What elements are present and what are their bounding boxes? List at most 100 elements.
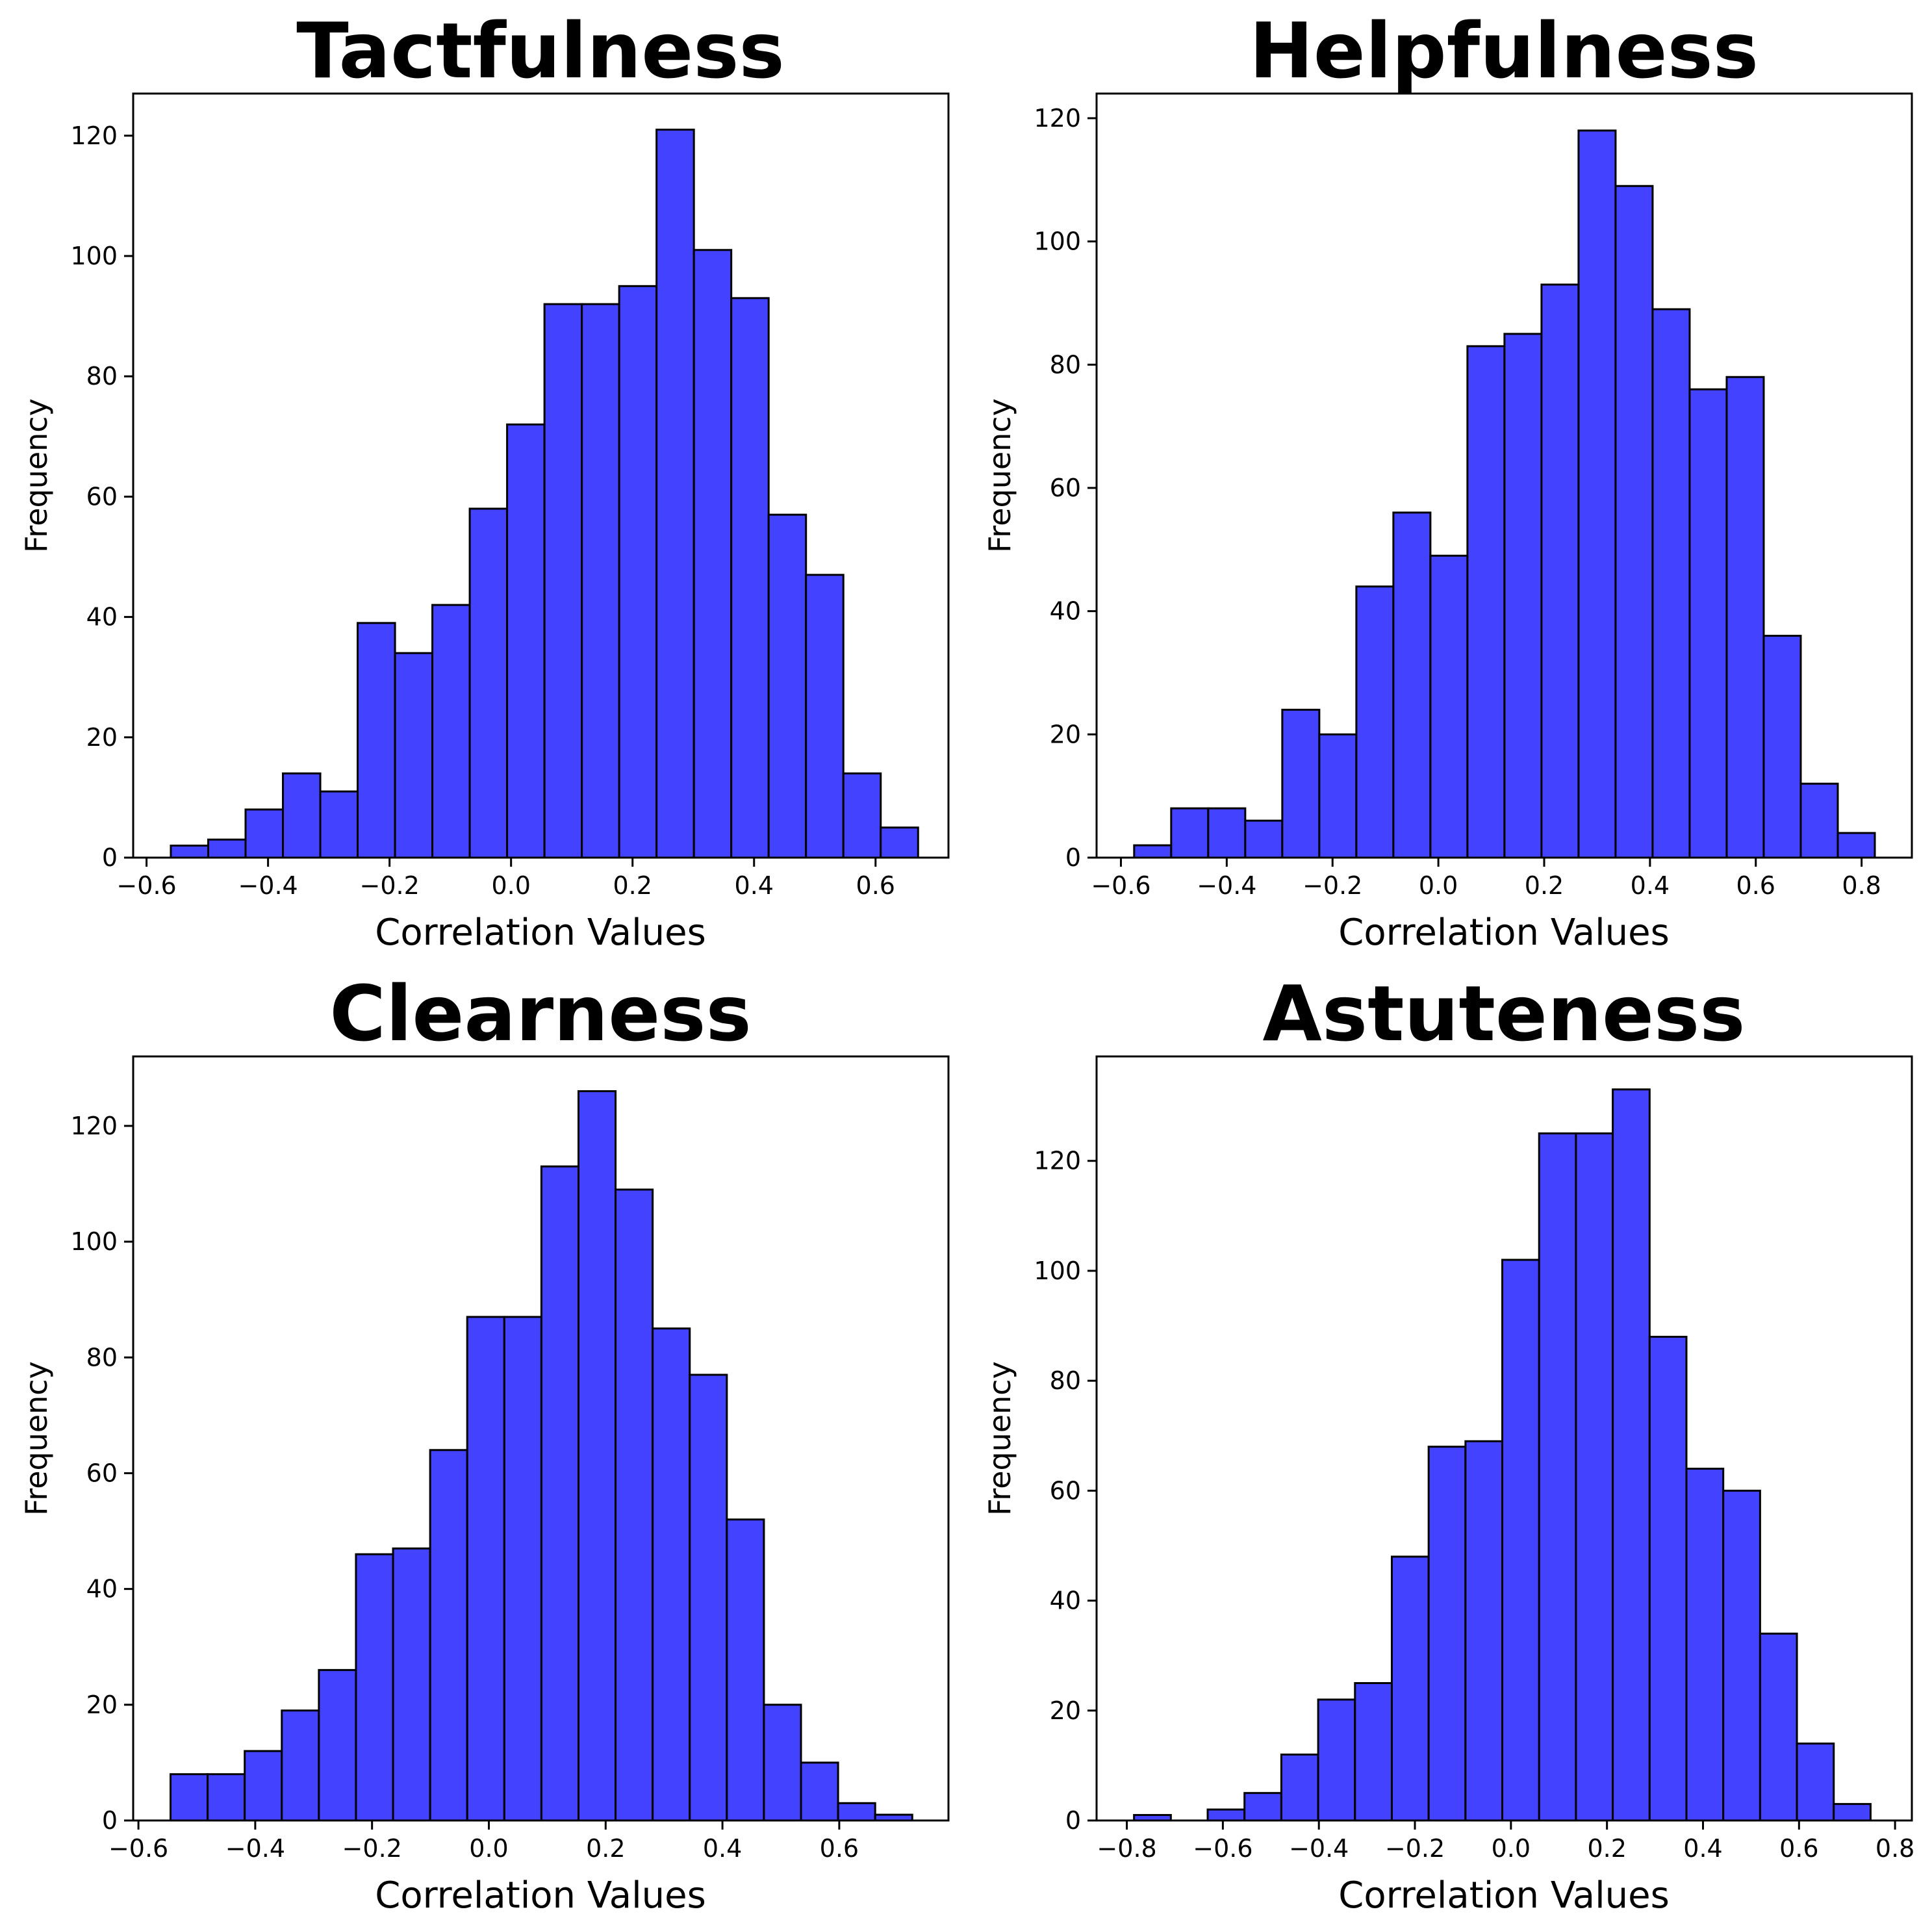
histogram-bar [1281, 708, 1321, 859]
histogram-bar [652, 1327, 691, 1822]
x-axis-label: Correlation Values [375, 1874, 706, 1917]
histogram-bar [1722, 1489, 1761, 1822]
x-tick-label: 0.8 [1875, 1834, 1914, 1863]
x-tick-label: −0.2 [1385, 1834, 1445, 1863]
x-tick-label: −0.8 [1097, 1834, 1156, 1863]
panel-helpfulness: Helpfulness −0.6 −0.4 −0.2 0.0 0.2 0.4 0.6 0.8 … [982, 6, 1913, 954]
histogram-bar [1796, 1743, 1835, 1822]
histogram-bar [1318, 733, 1358, 859]
y-tick-label: 40 [1050, 597, 1081, 626]
y-tick-label: 60 [1050, 474, 1081, 502]
x-tick-label: −0.4 [1289, 1834, 1349, 1863]
y-axis-label: Frequency [982, 398, 1017, 553]
histogram-bar [1354, 1681, 1393, 1822]
histogram-bar [1725, 376, 1765, 859]
histogram-bar [207, 1773, 246, 1822]
plot-area-frame [132, 92, 950, 859]
y-tick-label: 0 [1065, 1806, 1081, 1835]
x-tick-label: 0.2 [1587, 1834, 1626, 1863]
y-tick-label: 80 [86, 362, 118, 390]
histogram-bar [1648, 1335, 1688, 1822]
x-tick-label: 0.6 [856, 871, 895, 900]
histogram-bar [730, 297, 770, 859]
histogram-bar [281, 1709, 320, 1822]
y-tick-label: 80 [1050, 1366, 1081, 1395]
x-tick-label: −0.2 [342, 1834, 402, 1863]
plot-area-frame [1095, 1055, 1913, 1822]
histogram-bar [1317, 1698, 1356, 1822]
x-axis-label: Correlation Values [1338, 1874, 1670, 1917]
x-tick-label: 0.6 [1779, 1834, 1818, 1863]
histogram-bar [880, 826, 919, 859]
histogram-bar [1133, 844, 1173, 859]
histogram-bar [468, 507, 509, 859]
histogram-bar [763, 1704, 802, 1822]
panel-tactfulness: Tactfulness −0.6 −0.4 −0.2 0.0 0.2 0.4 0.6 0 20… [19, 6, 950, 954]
x-tick-label: 0.6 [1736, 871, 1775, 900]
histogram-bar [689, 1373, 728, 1822]
histogram-bar [800, 1761, 839, 1822]
x-tick-label: −0.2 [1303, 871, 1362, 900]
x-tick-label: −0.6 [1091, 871, 1150, 900]
y-tick-label: 20 [1050, 720, 1081, 748]
histogram-bar [431, 604, 471, 859]
histogram-bar [429, 1449, 468, 1822]
y-tick-label: 20 [1050, 1696, 1081, 1725]
y-tick-label: 20 [86, 723, 118, 752]
histogram-bar [1762, 635, 1802, 859]
histogram-bar [355, 1553, 394, 1822]
histogram-bar [244, 1750, 283, 1822]
x-axis-label: Correlation Values [1338, 912, 1670, 954]
y-tick-label: 80 [1050, 350, 1081, 379]
histogram-bar [466, 1316, 505, 1822]
histogram-bar [805, 574, 845, 859]
histogram-bar [319, 790, 359, 859]
histogram-bar [170, 1773, 209, 1822]
histogram-bar [1503, 333, 1543, 859]
histogram-bar [1577, 129, 1617, 859]
histogram-bar [1206, 1808, 1246, 1822]
histogram-bar [1427, 1446, 1467, 1822]
x-tick-label: 0.4 [1683, 1834, 1722, 1863]
y-tick-label: 120 [1034, 1147, 1081, 1175]
histogram-bar [1612, 1088, 1651, 1822]
y-tick-label: 100 [1034, 1257, 1081, 1285]
y-tick-label: 20 [86, 1691, 118, 1719]
chart-title: Clearness [329, 969, 751, 1058]
histogram-bar [394, 652, 434, 859]
y-tick-label: 120 [1034, 104, 1081, 133]
histogram-bar [577, 1090, 617, 1822]
x-tick-label: 0.4 [703, 1834, 742, 1863]
x-tick-label: 0.0 [1492, 1834, 1531, 1863]
histogram-bar [1799, 782, 1839, 859]
y-tick-label: 100 [70, 242, 118, 270]
histogram-bar [767, 513, 807, 859]
y-tick-label: 40 [86, 1575, 118, 1603]
panel-astuteness: Astuteness −0.8 −0.6 −0.4 −0.2 0.0 0.2 0.4 0.6 0… [982, 969, 1914, 1917]
x-tick-label: −0.6 [1193, 1834, 1252, 1863]
histogram-bar [1501, 1258, 1540, 1822]
y-tick-label: 80 [86, 1343, 118, 1372]
histogram-bar [618, 285, 658, 859]
histogram-bar [1355, 585, 1395, 859]
histogram-bar [726, 1518, 765, 1822]
histogram-bar [543, 303, 583, 859]
x-tick-label: 0.2 [613, 871, 652, 900]
y-tick-label: 60 [86, 1459, 118, 1487]
histogram-bar [615, 1188, 654, 1822]
y-tick-label: 0 [102, 843, 118, 872]
x-tick-label: 0.4 [735, 871, 774, 900]
x-tick-label: −0.6 [116, 871, 176, 900]
histogram-bar [1837, 832, 1876, 859]
chart-title: Helpfulness [1249, 6, 1759, 96]
x-tick-label: 0.4 [1631, 871, 1670, 900]
x-tick-label: −0.4 [225, 1834, 285, 1863]
histogram-bar [1651, 308, 1691, 859]
panel-clearness: Clearness −0.6 −0.4 −0.2 0.0 0.2 0.4 0.6 0 20 40… [19, 969, 950, 1917]
histogram-bar [1464, 1440, 1504, 1822]
x-tick-label: 0.2 [586, 1834, 625, 1863]
x-tick-label: −0.4 [1197, 871, 1256, 900]
histogram-bar [1685, 1468, 1725, 1822]
histogram-bar [1244, 819, 1284, 859]
